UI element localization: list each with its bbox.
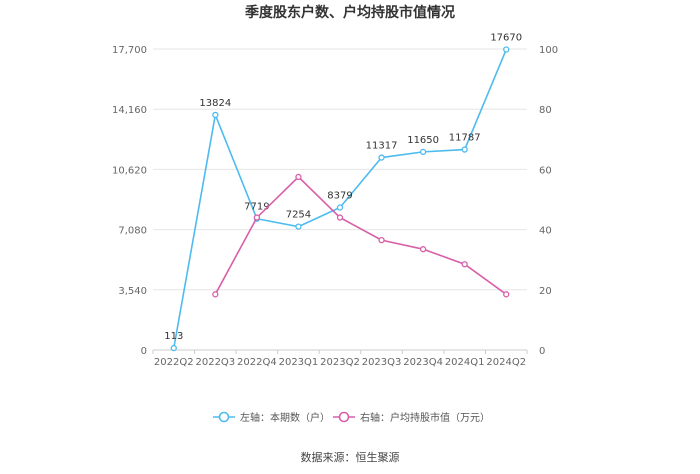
right-tick-label: 100 (539, 45, 558, 56)
x-tick-label: 2024Q2 (486, 357, 526, 368)
data-label: 11787 (449, 133, 481, 144)
data-label: 7719 (244, 202, 269, 213)
source-note: 数据来源：恒生聚源 (301, 450, 400, 464)
chart-title: 季度股东户数、户均持股市值情况 (244, 4, 455, 21)
left-tick-label: 7,080 (118, 226, 147, 237)
data-point-right (503, 291, 510, 298)
legend-marker (338, 411, 350, 423)
left-tick-label: 3,540 (118, 286, 147, 297)
legend[interactable]: 左轴：本期数（户） 右轴：户均持股市值（万元） (213, 411, 490, 424)
data-point-left (461, 146, 468, 153)
x-tick-label: 2022Q2 (154, 357, 194, 368)
left-tick-label: 10,620 (112, 165, 147, 176)
left-tick-label: 14,160 (112, 105, 147, 116)
grid-lines (153, 48, 527, 351)
legend-item-right[interactable]: 右轴：户均持股市值（万元） (333, 411, 490, 424)
x-tick-label: 2023Q1 (279, 357, 319, 368)
x-tick-label: 2023Q4 (403, 357, 443, 368)
data-label: 17670 (490, 33, 522, 44)
data-point-left (212, 111, 219, 119)
data-label: 11650 (407, 135, 439, 146)
right-tick-label: 20 (539, 286, 552, 297)
data-point-left (170, 344, 177, 352)
data-point-left (295, 223, 302, 230)
x-tick-label: 2022Q3 (195, 357, 235, 368)
data-point-left (378, 154, 385, 161)
legend-marker (218, 411, 230, 423)
series-layer: 113 13824 7719 7254 8379 11317 11650 11787 17670 (164, 33, 522, 352)
data-point-right (212, 291, 219, 298)
data-point-right (295, 173, 302, 181)
left-tick-label: 0 (141, 346, 147, 357)
x-tick-label: 2022Q4 (237, 357, 277, 368)
data-label: 113 (164, 331, 183, 342)
data-point-left (503, 46, 510, 53)
right-tick-label: 80 (539, 105, 552, 116)
right-tick-label: 40 (539, 226, 552, 237)
data-label: 13824 (199, 98, 231, 109)
data-point-left (419, 148, 427, 156)
data-point-left (336, 204, 344, 211)
legend-label: 右轴：户均持股市值（万元） (360, 411, 490, 424)
x-tick-label: 2023Q3 (362, 357, 402, 368)
legend-label: 左轴：本期数（户） (240, 411, 330, 424)
x-tick-label: 2023Q2 (320, 357, 360, 368)
data-label: 11317 (366, 141, 398, 152)
data-point-right (336, 214, 344, 221)
x-tick-label: 2024Q1 (445, 357, 485, 368)
data-point-right (419, 246, 427, 253)
left-tick-label: 17,700 (112, 45, 147, 56)
series-line-right (214, 175, 507, 295)
data-point-right (461, 261, 468, 268)
axes: 0 0 3,540 20 7,080 40 10,620 60 14,160 80 17,700 10… (112, 45, 558, 368)
right-tick-label: 0 (539, 346, 545, 357)
data-point-right (253, 214, 261, 221)
legend-item-left[interactable]: 左轴：本期数（户） (213, 411, 330, 424)
data-label: 8379 (327, 191, 352, 202)
data-point-right (378, 236, 385, 244)
right-tick-label: 60 (539, 165, 552, 176)
data-label: 7254 (286, 210, 311, 221)
